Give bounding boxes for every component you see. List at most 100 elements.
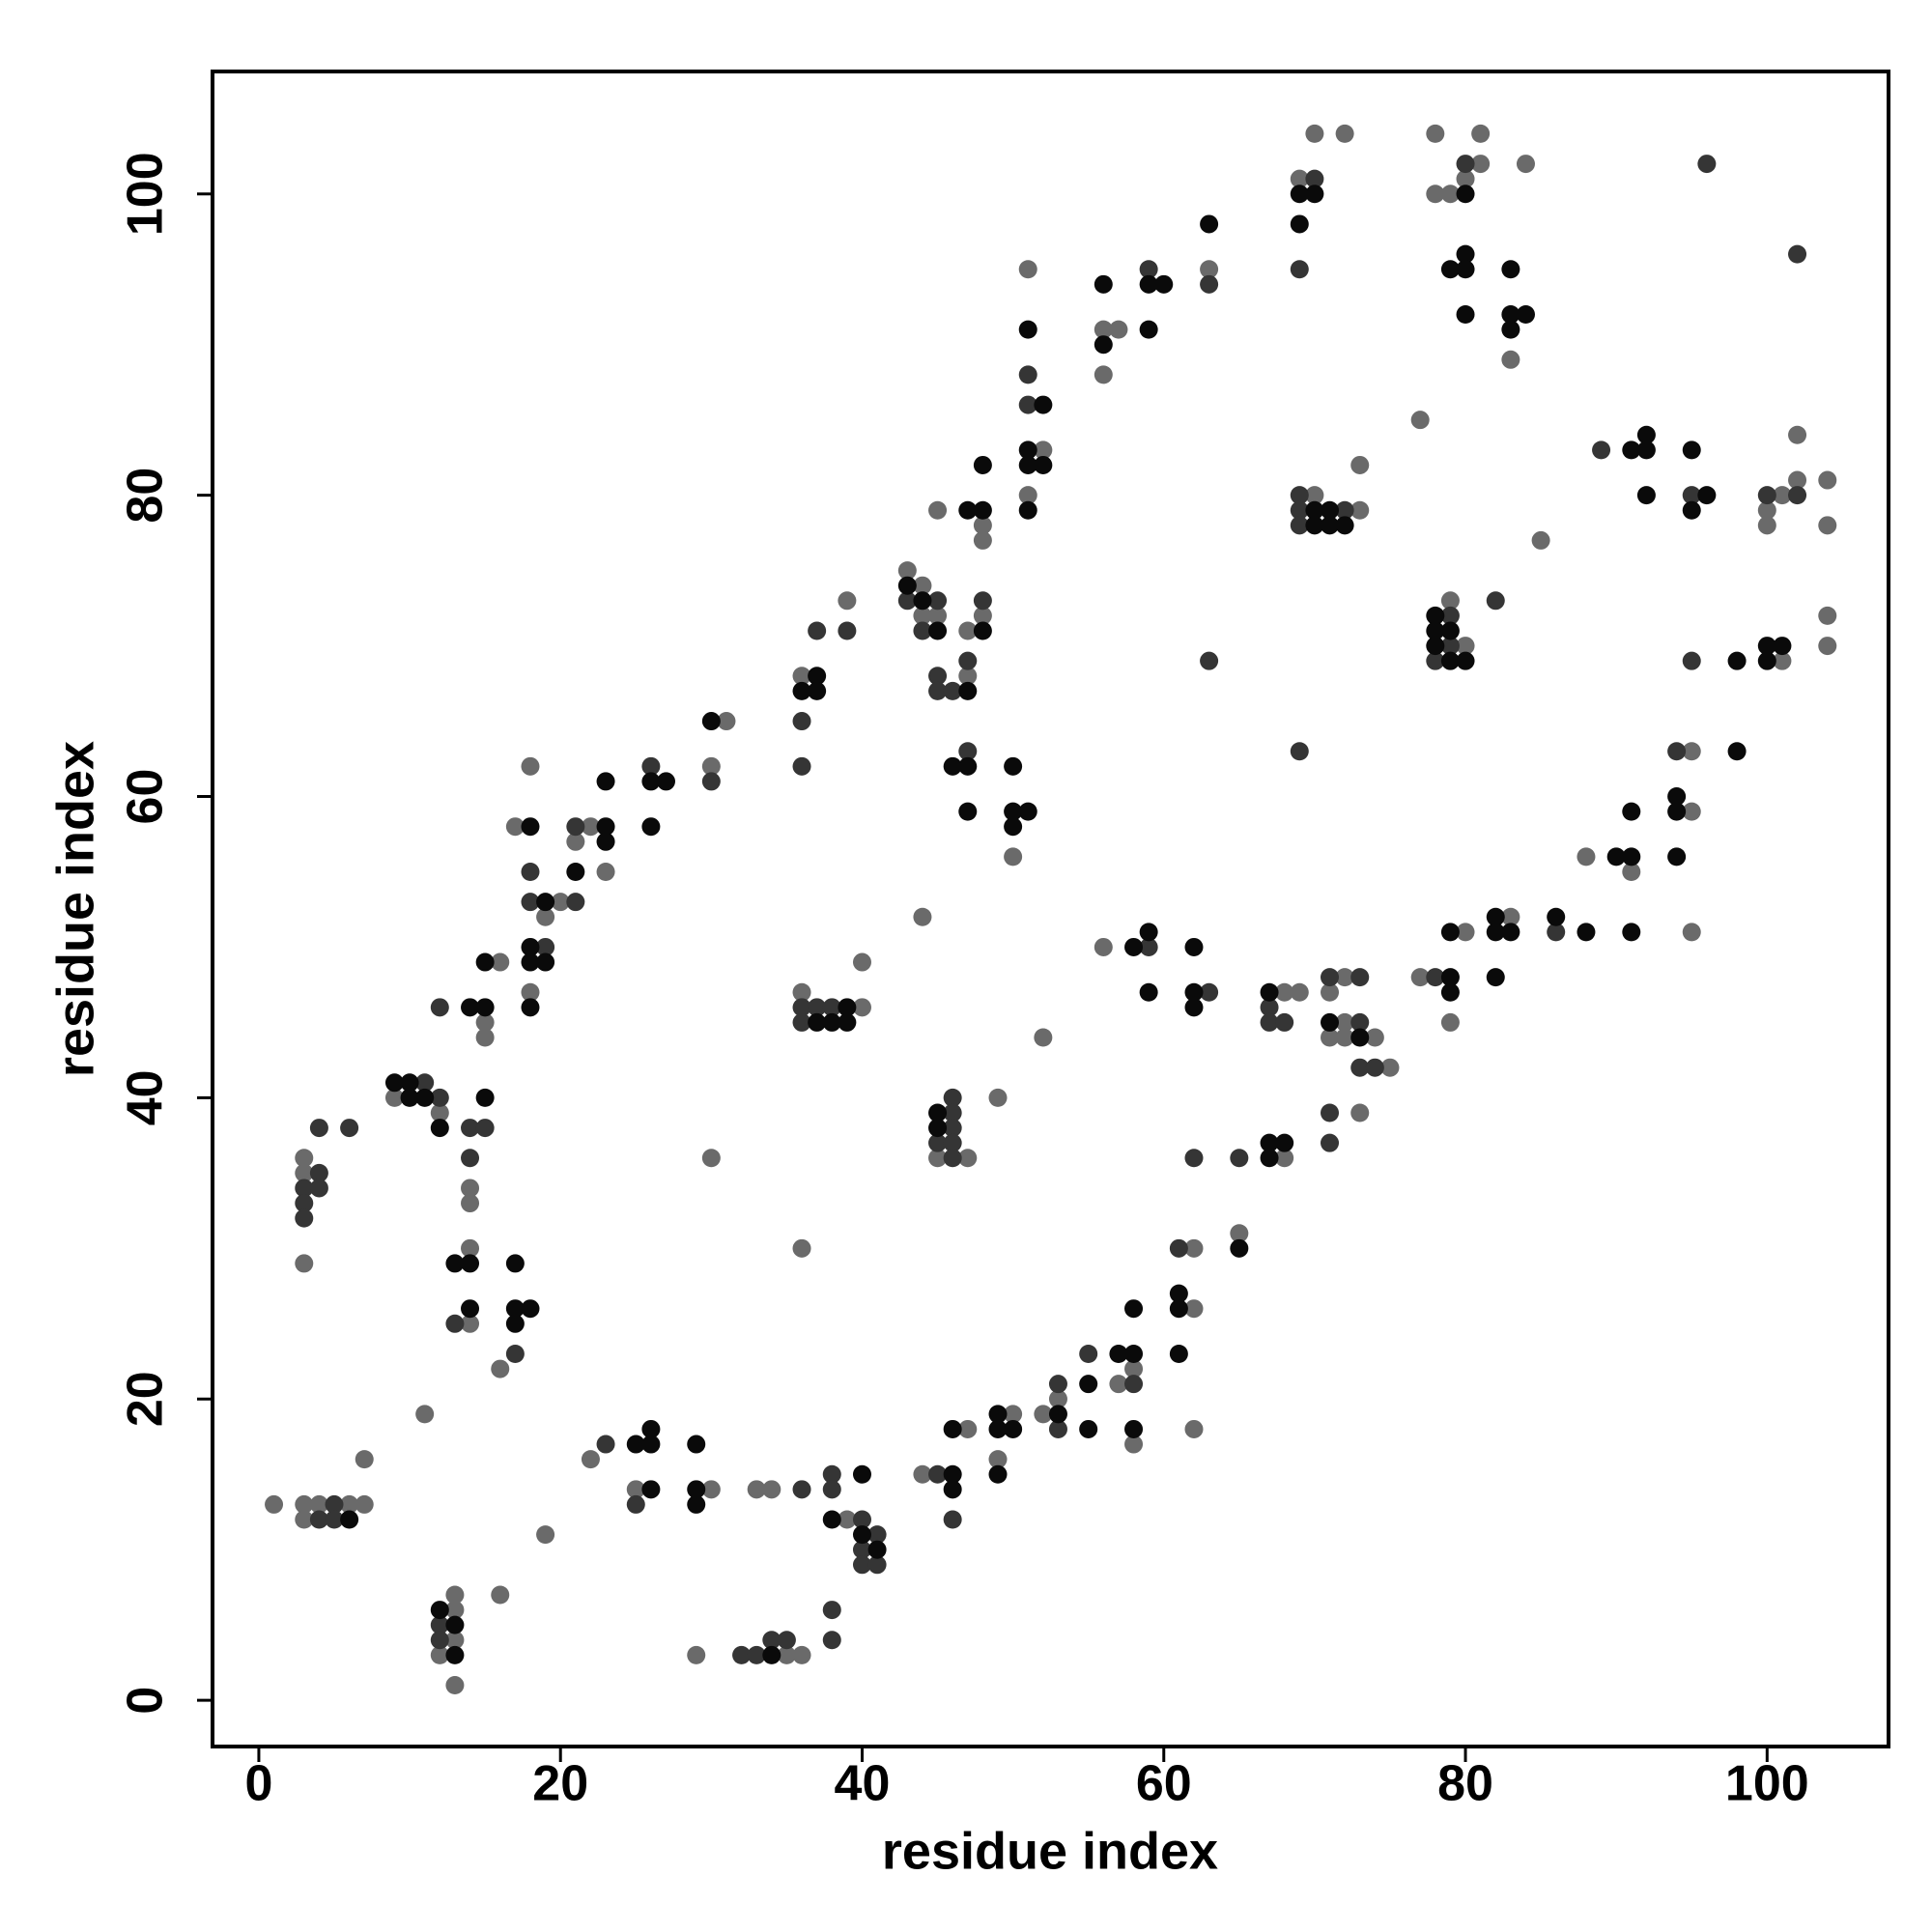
y-tick-label: 80 — [118, 468, 174, 524]
point — [461, 1119, 480, 1138]
point — [596, 772, 615, 791]
point — [309, 1119, 328, 1138]
point — [1321, 1028, 1340, 1047]
point — [1636, 425, 1656, 444]
point — [1079, 1375, 1098, 1394]
point — [777, 1631, 796, 1650]
point — [1456, 637, 1475, 656]
point — [521, 952, 540, 972]
point — [505, 817, 525, 837]
point — [521, 982, 540, 1002]
point — [762, 1631, 781, 1650]
point — [521, 998, 540, 1017]
point — [1169, 1284, 1188, 1303]
point — [958, 621, 978, 640]
point — [430, 1119, 449, 1138]
point — [1501, 320, 1520, 339]
point — [988, 1419, 1008, 1438]
point — [1335, 124, 1354, 143]
point — [747, 1480, 766, 1499]
point — [1426, 185, 1445, 204]
point — [1200, 214, 1219, 234]
point — [340, 1494, 359, 1514]
point — [943, 1103, 962, 1122]
point — [1426, 651, 1445, 670]
point — [1335, 500, 1354, 520]
point — [505, 1254, 525, 1273]
point — [521, 756, 540, 776]
point — [626, 1494, 645, 1514]
point — [928, 1464, 948, 1484]
point — [1290, 260, 1309, 279]
point — [536, 907, 555, 926]
point — [521, 1299, 540, 1319]
point — [928, 1133, 948, 1152]
point — [822, 1601, 841, 1620]
x-tick-label: 100 — [1725, 1756, 1809, 1812]
point — [1440, 621, 1460, 640]
point — [913, 606, 932, 625]
point — [1290, 500, 1309, 520]
point — [838, 998, 857, 1017]
point — [1501, 350, 1520, 369]
point — [822, 1510, 841, 1529]
point — [505, 1299, 525, 1319]
point — [1757, 486, 1776, 505]
point — [475, 998, 495, 1017]
point — [566, 893, 585, 912]
point — [1034, 1028, 1053, 1047]
point — [792, 667, 811, 686]
point — [1682, 440, 1701, 460]
point — [325, 1510, 344, 1529]
point — [1486, 591, 1505, 611]
point — [566, 832, 585, 851]
point — [1124, 1359, 1144, 1378]
point — [792, 1012, 811, 1032]
point — [838, 621, 857, 640]
point — [1094, 937, 1113, 956]
point — [461, 1179, 480, 1198]
y-tick-label: 20 — [118, 1371, 174, 1427]
point — [1773, 486, 1792, 505]
point — [1667, 742, 1687, 761]
point — [943, 681, 962, 700]
point — [973, 516, 992, 535]
point — [1667, 802, 1687, 821]
point — [1757, 637, 1776, 656]
point — [1788, 470, 1807, 490]
point — [1018, 802, 1037, 821]
point — [1788, 244, 1807, 264]
point — [973, 530, 992, 550]
point — [536, 937, 555, 956]
x-tick-label: 40 — [835, 1756, 891, 1812]
point — [445, 1601, 465, 1620]
point — [687, 1435, 706, 1454]
point — [1260, 1149, 1279, 1168]
point — [1350, 968, 1370, 987]
point — [808, 667, 827, 686]
point — [475, 1119, 495, 1138]
point — [1094, 365, 1113, 384]
point — [1818, 470, 1837, 490]
point — [521, 893, 540, 912]
point — [958, 667, 978, 686]
point — [1154, 274, 1174, 294]
point — [1109, 1344, 1128, 1363]
point — [943, 1419, 962, 1438]
point — [1440, 982, 1460, 1002]
point — [1426, 621, 1445, 640]
point — [822, 1012, 841, 1032]
point — [792, 712, 811, 731]
point — [1335, 968, 1354, 987]
point — [1365, 1028, 1384, 1047]
point — [1440, 260, 1460, 279]
point — [1410, 411, 1430, 430]
point — [505, 1314, 525, 1333]
point — [1440, 591, 1460, 611]
point — [1682, 651, 1701, 670]
point — [1636, 440, 1656, 460]
point — [1094, 274, 1113, 294]
point — [1410, 968, 1430, 987]
point — [1139, 320, 1158, 339]
point — [1636, 486, 1656, 505]
